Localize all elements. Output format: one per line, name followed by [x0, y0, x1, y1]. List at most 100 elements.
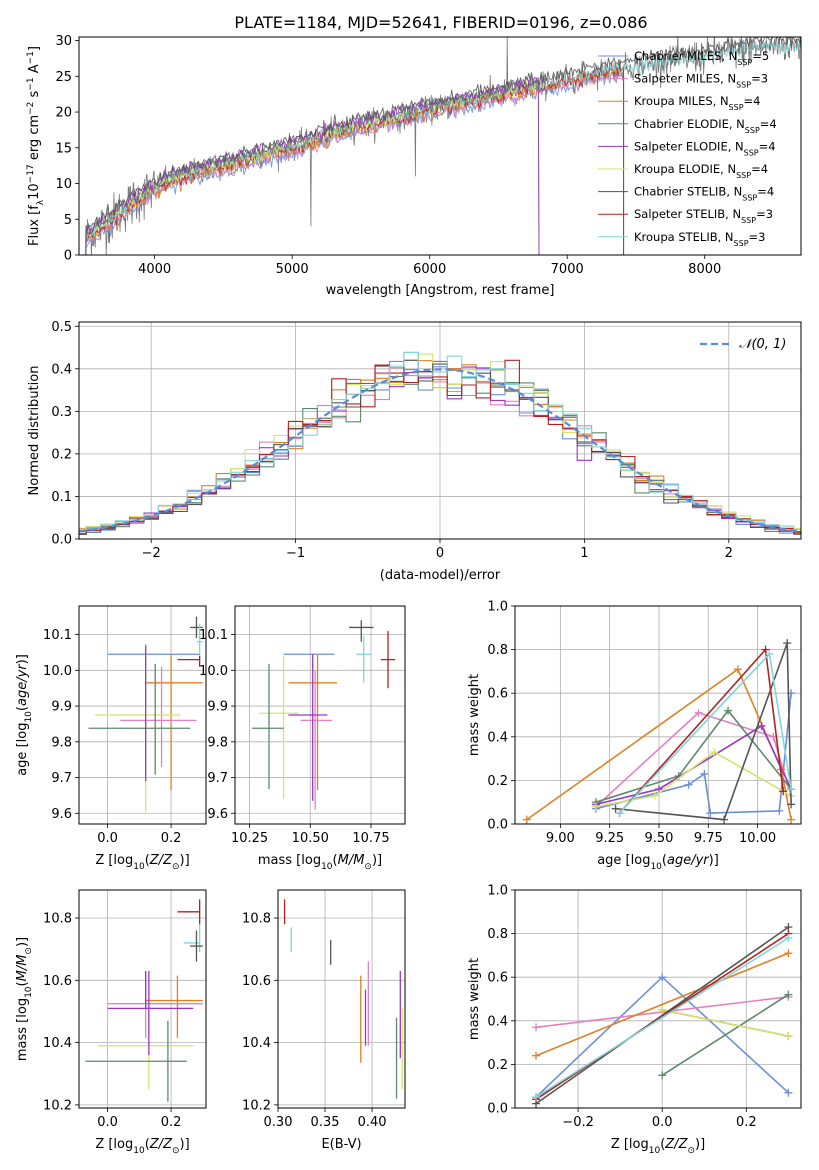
weight-marker — [733, 665, 742, 674]
weight-marker — [787, 800, 796, 809]
weight-marker — [615, 809, 624, 818]
y-tick-label: 1.0 — [487, 600, 508, 615]
x-tick-label: 0 — [436, 546, 444, 561]
weight-marker — [591, 802, 600, 811]
y-tick-label: 0.0 — [51, 533, 72, 548]
errorbar-point — [300, 670, 333, 810]
errorbar-point — [190, 930, 203, 962]
y-tick-label: 10.6 — [242, 974, 271, 989]
weight-marker — [775, 806, 784, 815]
y-axis-label: mass weight — [467, 958, 482, 1040]
weight-marker — [783, 639, 792, 648]
weight-marker — [784, 933, 793, 942]
y-tick-label: 30 — [55, 34, 72, 49]
histogram-kroupa_elodie — [79, 353, 801, 530]
y-tick-label: 9.6 — [51, 807, 72, 822]
axes-frame — [514, 605, 802, 825]
x-tick-label: 0.0 — [652, 1115, 673, 1130]
weight-marker — [765, 649, 774, 658]
y-tick-label: 0.3 — [51, 405, 72, 420]
weight-marker — [761, 645, 770, 654]
weight-series-salpeter_miles — [595, 711, 792, 808]
weight-marker — [784, 990, 793, 999]
y-tick-label: 9.7 — [51, 771, 72, 786]
x-tick-label: 9.50 — [645, 831, 674, 846]
y-tick-label: 10.2 — [242, 1098, 271, 1113]
weight-vs-metallicity-panel: −0.2 0.0 0.2 0.0 0.2 0.4 0.6 0.8 1.0 Z [log10(Z/Z… — [467, 884, 802, 1156]
errorbar-point — [107, 970, 194, 1009]
y-tick-label: 0.1 — [51, 490, 72, 505]
errorbar-point — [85, 1020, 187, 1102]
weight-marker — [684, 780, 693, 789]
weight-marker — [522, 815, 531, 824]
legend-label: Kroupa ELODIE, NSSP=4 — [634, 162, 768, 180]
x-tick-label: 0.2 — [736, 1115, 757, 1130]
weight-series-kroupa_stelib — [535, 937, 789, 1098]
y-tick-label: 9.7 — [207, 771, 228, 786]
y-tick-label: 0.5 — [51, 320, 72, 335]
x-tick-label: 0.30 — [264, 1115, 293, 1130]
weight-marker — [700, 769, 709, 778]
x-tick-label: −1 — [286, 546, 305, 561]
legend-label: Chabrier STELIB, NSSP=4 — [634, 185, 774, 203]
errorbar-point — [356, 636, 371, 683]
x-tick-label: 10.50 — [292, 831, 329, 846]
x-axis-label: Z [log10(Z/Z⊙)] — [95, 853, 189, 872]
x-axis-label: age [log10(age/yr)] — [597, 853, 719, 872]
errorbars — [88, 616, 203, 812]
y-tick-label: 9.6 — [207, 807, 228, 822]
x-tick-label: 0.0 — [97, 831, 118, 846]
weight-series-kroupa_miles — [535, 952, 789, 1057]
y-tick-label: 10.1 — [199, 628, 228, 643]
spectrum-lines — [85, 37, 801, 255]
weight-marker — [787, 785, 796, 794]
y-tick-label: 0.4 — [487, 1014, 508, 1029]
figure-title: PLATE=1184, MJD=52641, FIBERID=0196, z=0… — [234, 13, 647, 32]
x-tick-label: −2 — [142, 546, 161, 561]
axes-frame — [78, 889, 207, 1109]
weight-marker — [784, 1032, 793, 1041]
x-axis-label: wavelength [Angstrom, rest frame] — [326, 283, 555, 298]
y-tick-label: 10.8 — [43, 912, 72, 927]
y-tick-label: 10.4 — [242, 1036, 271, 1051]
errorbar-point — [259, 656, 299, 799]
x-tick-label: 5000 — [276, 262, 309, 277]
x-tick-label: 1 — [580, 546, 588, 561]
y-axis-label: mass [log10(M/M⊙)] — [15, 937, 34, 1061]
weight-series-chabrier_elodie — [595, 709, 792, 803]
x-tick-label: 10.75 — [352, 831, 389, 846]
normal-curve — [79, 368, 801, 533]
errorbars — [85, 899, 203, 1102]
y-axis-label: Flux [fλ10−17 erg cm−2 s−1 A−1] — [26, 46, 46, 246]
errorbar-point — [380, 631, 396, 689]
weight-series-chabrier_stelib — [535, 926, 789, 1105]
errorbar-point — [88, 663, 191, 775]
model-spectrum-salpeter_elodie — [85, 73, 540, 255]
y-tick-label: 0.8 — [487, 643, 508, 658]
x-tick-label: 0.0 — [97, 1115, 118, 1130]
x-axis-label: Z [log10(Z/Z⊙)] — [611, 1137, 705, 1156]
weight-series-salpeter_elodie — [595, 724, 792, 806]
errorbar-point — [145, 975, 203, 1038]
spectrum-panel: 4000 5000 6000 7000 8000 0 5 10 15 20 25 30 Chabrier… — [26, 34, 802, 298]
y-tick-label: 0.4 — [51, 362, 72, 377]
weight-marker — [724, 706, 733, 715]
x-tick-label: 0.40 — [358, 1115, 387, 1130]
model-spectrum-salpeter_miles — [85, 69, 625, 255]
y-tick-label: 5 — [64, 213, 72, 228]
weight-marker — [784, 949, 793, 958]
age-vs-mass-panel: 10.25 10.50 10.75 9.6 9.7 9.8 9.9 10.0 10.1 mass … — [199, 605, 406, 872]
weight-marker — [532, 1093, 541, 1102]
errorbars — [252, 620, 396, 810]
y-tick-label: 10.6 — [43, 974, 72, 989]
errorbar-point — [190, 616, 203, 639]
y-tick-label: 0.4 — [487, 730, 508, 745]
x-tick-label: 4000 — [138, 262, 171, 277]
legend-label: Salpeter ELODIE, NSSP=4 — [634, 139, 776, 157]
weight-marker — [611, 804, 620, 813]
errorbar-point — [107, 972, 203, 1038]
y-tick-label: 1.0 — [487, 884, 508, 899]
axes-frame — [234, 605, 406, 825]
x-axis-label: E(B-V) — [321, 1137, 361, 1152]
errorbar-point — [177, 899, 201, 925]
